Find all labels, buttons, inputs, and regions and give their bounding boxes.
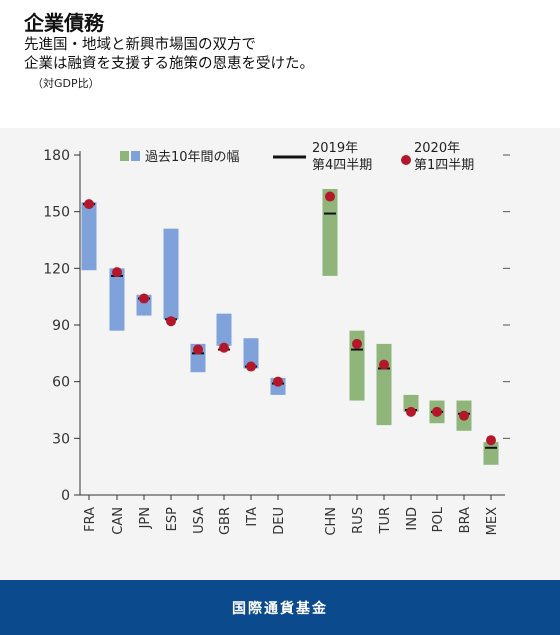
unit-label: （対GDP比） [32, 77, 100, 90]
range-bar-gbr [216, 313, 232, 346]
x-tick-label-esp: ESP [165, 507, 180, 531]
q1-2020-dot-ind [406, 406, 416, 417]
y-tick-label: 180 [43, 148, 70, 164]
x-tick-label-deu: DEU [272, 507, 287, 535]
q1-2020-dot-chn [325, 191, 335, 202]
footer: 国際通貨基金 [0, 580, 560, 635]
x-tick-label-ind: IND [405, 507, 420, 531]
x-tick-label-can: CAN [111, 507, 126, 535]
q1-2020-dot-mex [486, 435, 496, 446]
x-tick-label-jpn: JPN [138, 507, 153, 529]
q1-2020-dot-ita [246, 361, 256, 372]
q1-2020-dot-rus [352, 338, 362, 349]
q1-2020-dot-tur [379, 359, 389, 370]
range-bar-mex [483, 442, 499, 465]
legend-swatch-blue [131, 151, 140, 161]
y-tick-label: 150 [43, 205, 70, 221]
q1-2020-dot-bra [459, 410, 469, 421]
x-tick-label-usa: USA [192, 507, 207, 534]
chart-area: 0 30 60 90 120 150 180 FRA CAN JPN ESP USA GBR ITA DE… [0, 128, 560, 580]
range-bar-fra [81, 202, 97, 271]
footer-text: 国際通貨基金 [232, 600, 328, 617]
markers [83, 191, 497, 449]
range-bars [81, 189, 499, 465]
q1-2020-dot-deu [273, 376, 283, 387]
range-chart: 0 30 60 90 120 150 180 FRA CAN JPN ESP USA GBR ITA DE… [43, 141, 510, 536]
y-tick-label: 30 [52, 431, 70, 447]
y-tick-label: 0 [61, 488, 70, 504]
header: 企業債務 先進国・地域と新興市場国の双方で 企業は融資を支援する施策の恩恵を受け… [24, 10, 540, 92]
q1-2020-dot-can [112, 267, 122, 278]
legend-swatch-green [120, 151, 129, 161]
x-tick-label-chn: CHN [324, 507, 339, 536]
q1-2020-dot-esp [166, 316, 176, 327]
q1-2020-dot-jpn [139, 293, 149, 304]
x-tick-label-pol: POL [431, 506, 446, 532]
x-tick-label-gbr: GBR [218, 507, 233, 535]
q1-2020-dot-pol [432, 406, 442, 417]
range-bar-chn [322, 189, 338, 276]
range-bar-ita [243, 338, 259, 369]
legend-q1-line1: 2020年 [414, 141, 460, 156]
x-tick-label-bra: BRA [458, 507, 473, 533]
legend-q4-line2: 第4四半期 [312, 158, 372, 173]
grid-lines [503, 154, 510, 439]
q1-2020-dot-usa [193, 344, 203, 355]
subtitle-line-1: 先進国・地域と新興市場国の双方で [24, 37, 256, 53]
chart-title: 企業債務 [24, 11, 104, 35]
legend-q4-line1: 2019年 [312, 141, 358, 156]
legend-q1-dot [401, 155, 411, 165]
x-axis-labels: FRA CAN JPN ESP USA GBR ITA DEU CHN RUS TUR IND POL B… [83, 506, 500, 535]
y-tick-label: 60 [52, 375, 70, 391]
q1-2020-dot-gbr [219, 342, 229, 353]
x-tick-label-rus: RUS [351, 507, 366, 534]
x-tick-label-fra: FRA [83, 507, 98, 532]
range-bar-ind [403, 394, 419, 412]
x-tick-label-tur: TUR [378, 507, 393, 535]
legend-range-label: 過去10年間の幅 [145, 150, 240, 165]
range-bar-esp [163, 228, 179, 320]
y-tick-label: 120 [43, 261, 70, 277]
legend-q1-line2: 第1四半期 [414, 158, 474, 173]
range-bar-can [109, 268, 125, 331]
subtitle-line-2: 企業は融資を支援する施策の恩恵を受けた。 [24, 56, 314, 72]
range-bar-tur [376, 343, 392, 426]
x-tick-label-mex: MEX [485, 507, 500, 535]
y-axis: 0 30 60 90 120 150 180 [43, 148, 505, 504]
q1-2020-dot-fra [84, 199, 94, 210]
y-tick-label: 90 [52, 318, 70, 334]
x-tick-label-ita: ITA [245, 507, 260, 527]
legend: 過去10年間の幅 2019年 第4四半期 2020年 第1四半期 [120, 141, 474, 173]
range-bar-rus [349, 330, 365, 401]
